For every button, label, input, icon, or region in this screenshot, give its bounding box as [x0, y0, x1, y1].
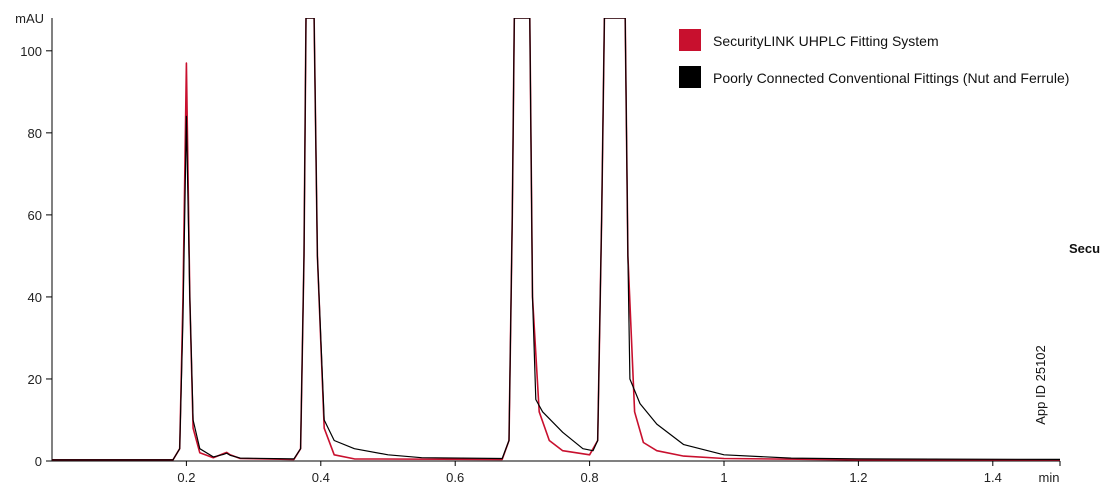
x-axis-unit-label: min: [1039, 470, 1060, 484]
y-axis-unit-label: mAU: [15, 11, 44, 26]
legend-label-conventional: Poorly Connected Conventional Fittings (…: [713, 70, 1069, 86]
series-line-conventional: [52, 18, 1060, 461]
x-tick-label: 0.6: [446, 470, 464, 484]
x-axis-ticks: 0.2 0.4 0.6 0.8 1 1.2 1.4: [177, 461, 1061, 484]
x-tick-label: 1: [720, 470, 727, 484]
legend-label-securitylink: SecurityLINK UHPLC Fitting System: [713, 33, 939, 49]
y-tick-label: 20: [28, 372, 42, 387]
x-tick-label: 0.2: [177, 470, 195, 484]
legend-item-securitylink: SecurityLINK UHPLC Fitting System: [679, 29, 939, 51]
legend-item-conventional: Poorly Connected Conventional Fittings (…: [679, 66, 1069, 88]
app-id-annotation: App ID 25102: [1033, 345, 1048, 425]
legend-swatch-red: [679, 29, 701, 51]
legend-swatch-black: [679, 66, 701, 88]
x-tick-label: 1.4: [984, 470, 1002, 484]
series-layer: [52, 18, 1060, 461]
y-tick-label: 100: [20, 44, 42, 59]
legend: SecurityLINK UHPLC Fitting System Poorly…: [679, 29, 1069, 88]
y-tick-label: 0: [35, 454, 42, 469]
y-axis-ticks: 0 20 40 60 80 100: [20, 44, 52, 469]
y-tick-label: 60: [28, 208, 42, 223]
truncated-side-label: Secu: [1069, 241, 1100, 256]
x-axis: min: [52, 460, 1060, 484]
y-axis: mAU: [15, 11, 53, 461]
y-tick-label: 80: [28, 126, 42, 141]
x-tick-label: 0.4: [312, 470, 330, 484]
x-tick-label: 0.8: [581, 470, 599, 484]
y-tick-label: 40: [28, 290, 42, 305]
x-tick-label: 1.2: [849, 470, 867, 484]
